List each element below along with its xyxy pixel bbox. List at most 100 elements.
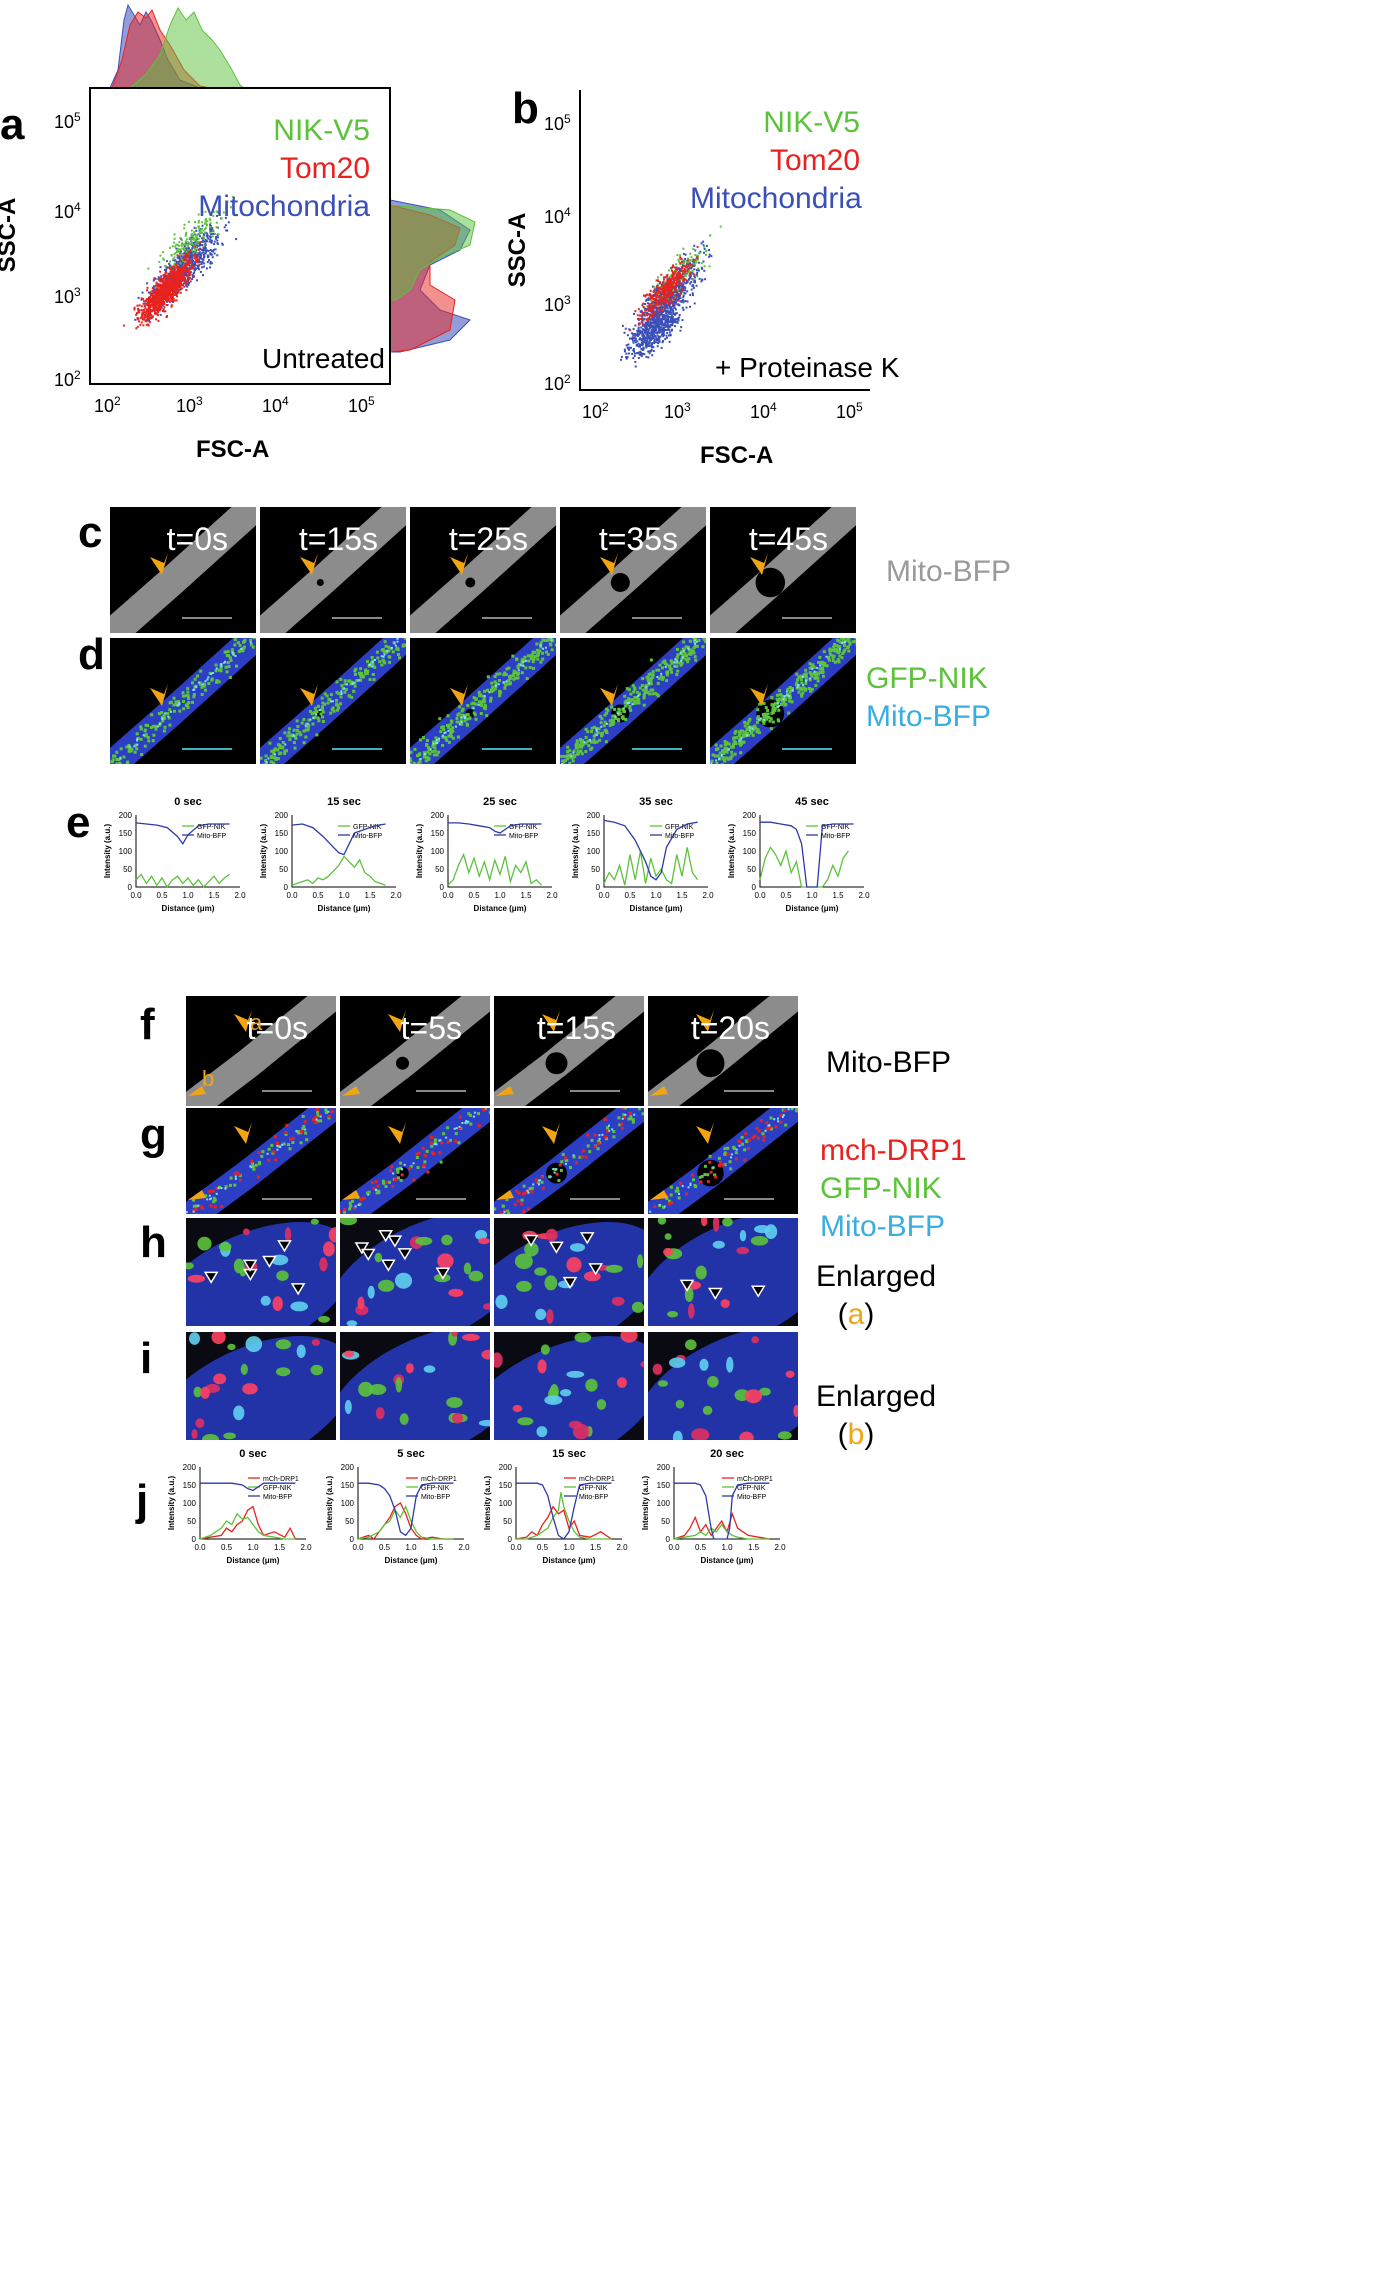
fluorescent-puncta	[298, 730, 302, 734]
fluorescent-puncta	[435, 753, 439, 757]
scatter-dot	[682, 264, 684, 267]
scatter-dot	[176, 291, 179, 294]
scatter-dot	[686, 270, 689, 272]
scatter-dot	[703, 265, 706, 268]
fluorescent-puncta	[511, 654, 515, 658]
fluorescent-puncta	[802, 674, 806, 678]
scatter-dot	[209, 235, 211, 238]
scatter-dot	[680, 283, 683, 286]
scatter-dot	[677, 282, 680, 285]
scatter-dot	[664, 321, 667, 324]
scatter-dot	[677, 299, 680, 302]
fluorescent-puncta	[139, 737, 143, 741]
scatter-dot	[666, 295, 669, 298]
scatter-dot	[145, 323, 148, 326]
fluorescent-puncta	[413, 762, 417, 764]
fluorescent-puncta	[651, 688, 655, 692]
scatter-dot	[669, 325, 672, 328]
scatter-dot	[650, 349, 653, 352]
scatter-dot	[634, 310, 637, 313]
scatter-dot	[199, 254, 202, 257]
scatter-dot	[653, 317, 656, 320]
scatter-dot	[663, 303, 666, 306]
fluorescent-puncta	[192, 1198, 196, 1202]
x-axis-label: Distance (μm)	[630, 904, 683, 913]
scatter-dot	[175, 277, 178, 280]
scatter-dot	[667, 316, 670, 319]
scatter-dot	[230, 206, 232, 209]
scatter-dot	[642, 329, 645, 332]
scatter-dot	[651, 331, 654, 334]
fluorescent-puncta	[339, 702, 342, 706]
fluorescent-puncta	[738, 738, 742, 742]
fluorescent-puncta	[404, 643, 406, 647]
fluorescent-puncta	[811, 665, 815, 669]
scatter-dot	[216, 214, 218, 217]
fluorescent-puncta	[785, 690, 788, 693]
fluorescent-puncta	[319, 1119, 323, 1123]
fluorescent-puncta	[321, 701, 325, 705]
fluorescent-puncta	[386, 650, 389, 653]
scatter-dot	[152, 279, 155, 282]
fluorescent-puncta	[387, 649, 391, 653]
scatter-dot	[657, 296, 660, 299]
scatter-dot	[675, 286, 678, 288]
fluorescent-puncta	[115, 762, 119, 764]
scatter-dot	[675, 301, 678, 304]
scatter-dot	[183, 258, 185, 261]
fluorescent-puncta	[167, 715, 170, 718]
fluorescent-puncta	[598, 715, 602, 718]
scatter-dot	[661, 309, 664, 311]
scatter-dot	[178, 276, 181, 278]
scale-bar	[182, 748, 232, 750]
scatter-dot	[685, 280, 688, 283]
scatter-dot	[646, 328, 648, 330]
fluorescent-puncta	[368, 663, 371, 666]
scatter-dot	[682, 299, 685, 301]
fluorescent-puncta	[692, 651, 696, 655]
scatter-dot	[143, 304, 146, 307]
fluorescent-puncta	[198, 681, 202, 685]
scatter-dot	[675, 276, 678, 279]
fluorescent-puncta	[730, 750, 734, 754]
scatter-dot	[183, 261, 186, 263]
scatter-dot	[197, 252, 200, 255]
fluorescent-puncta	[316, 1114, 320, 1117]
scatter-dot	[178, 260, 181, 263]
fluorescent-puncta	[668, 664, 672, 668]
fluorescent-puncta	[451, 736, 455, 740]
histogram-top-a	[109, 3, 246, 89]
scatter-dot	[196, 234, 199, 237]
scatter-dot	[663, 305, 666, 308]
fluorescent-puncta	[536, 657, 540, 661]
scatter-dot	[662, 328, 665, 331]
scatter-dot	[644, 321, 647, 324]
fluorescent-puncta	[600, 725, 603, 728]
fluorescent-puncta	[840, 638, 843, 640]
fluorescent-puncta	[762, 701, 766, 705]
scatter-dot	[661, 318, 664, 321]
scatter-dot	[660, 310, 663, 313]
scatter-dot	[150, 314, 152, 317]
scatter-dot	[625, 344, 628, 347]
legend-entry: Mito-BFP	[821, 833, 851, 840]
fluorescent-puncta	[387, 655, 391, 659]
scatter-dot	[192, 252, 195, 255]
scatter-dot	[145, 302, 148, 305]
scatter-dot	[181, 242, 184, 245]
legend-b-nik: NIK-V5	[763, 106, 860, 139]
scatter-dot	[658, 300, 661, 303]
scatter-dot	[666, 314, 668, 317]
fluorescent-puncta	[686, 660, 690, 664]
ytick-b-3: 103	[544, 293, 571, 315]
fluorescent-puncta	[254, 1163, 258, 1167]
scatter-dot	[153, 310, 156, 313]
fluorescent-puncta	[312, 711, 316, 715]
scatter-dot	[682, 301, 685, 304]
scatter-dot	[182, 273, 185, 276]
scatter-dot	[685, 265, 687, 268]
fluorescent-puncta	[648, 692, 652, 696]
fluorescent-puncta	[235, 664, 238, 668]
scatter-dot	[625, 357, 628, 360]
scatter-dot	[659, 326, 662, 329]
